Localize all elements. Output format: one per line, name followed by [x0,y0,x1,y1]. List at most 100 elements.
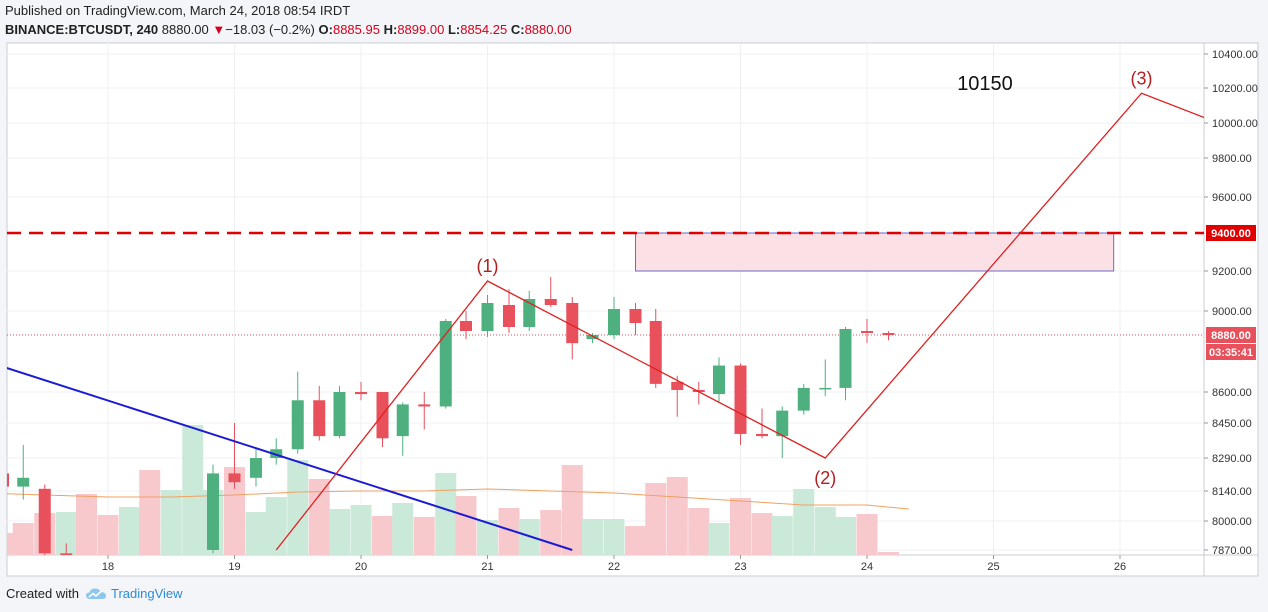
candle-body [712,365,725,395]
candle-body [291,400,304,450]
candle-body [333,392,346,437]
candle-body [608,309,620,335]
candle [566,297,579,360]
down-arrow-icon: ▼ [212,22,226,37]
volume-bar [708,523,730,555]
candle [7,473,10,487]
volume-bar [97,515,119,555]
volume-bar [730,498,751,555]
candle [586,333,599,344]
candle [861,319,873,344]
y-tick-label: 8450.00 [1212,418,1252,430]
volume-bar [392,503,414,555]
volume-ma-line [7,488,909,510]
candle [776,406,789,458]
candle [523,291,536,331]
last-price-label: 8880.00 [1211,330,1251,342]
volume-bar [350,505,372,555]
candle [756,408,769,439]
volume-bar [581,519,603,555]
candle-body [839,329,852,388]
y-tick-label: 7870.00 [1212,545,1252,557]
volume-bar [688,508,710,555]
volume-bar [224,467,245,555]
volume-bar [814,507,836,555]
candle-body [60,553,73,555]
close-label: C: [510,22,525,37]
volume-bar [287,460,309,555]
descending-trendline [7,366,573,551]
volume-bar [771,516,793,555]
candle-body [671,381,684,390]
volume-bar [435,473,457,555]
symbol-info: BINANCE:BTCUSDT, 240 8880.00 ▼−18.03 (−0… [5,22,572,37]
volume-bar [139,470,161,555]
candle [228,423,241,489]
volume-bar [603,519,625,555]
resistance-price-label: 9400.00 [1211,228,1251,240]
candle-body [7,473,10,487]
volume-bar [498,508,520,555]
y-tick-label: 10000.00 [1212,118,1258,130]
candle-body [439,321,452,407]
y-tick-label: 9000.00 [1212,306,1252,318]
candle [459,311,472,340]
low-label: L: [447,22,461,37]
x-tick-label: 24 [861,561,873,573]
tradingview-cloud-icon [85,588,106,599]
x-tick-label: 23 [734,561,746,573]
y-tick-label: 8290.00 [1212,453,1252,465]
high-label: H: [383,22,398,37]
close-value: 8880.00 [524,22,572,37]
open-value: 8885.95 [332,22,380,37]
x-tick-label: 26 [1114,561,1126,573]
candle [712,357,725,403]
volume-bar [55,512,77,555]
volume-bar [160,490,182,555]
tradingview-link[interactable]: TradingView [85,586,183,601]
volume-bar [645,483,667,555]
y-tick-label: 10200.00 [1212,83,1258,95]
candle-body [228,473,241,483]
y-tick-label: 9600.00 [1212,192,1252,204]
published-caption: Published on TradingView.com, March 24, … [5,3,351,18]
candle [313,385,326,441]
candle-body [418,404,431,407]
volume-bar [540,510,562,555]
symbol-name[interactable]: BINANCE:BTCUSDT, 240 [5,22,159,37]
target-price-text: 10150 [957,73,1013,95]
volume-bar [328,509,350,555]
candle-body [206,473,219,550]
candle [819,359,832,397]
y-tick-label: 8140.00 [1212,486,1252,498]
candle [333,385,346,439]
volume-bar [372,516,394,555]
countdown-badge [1206,344,1256,360]
candle [608,297,620,340]
y-tick-label: 8000.00 [1212,516,1252,528]
candle-body [819,387,832,390]
volume-bar [245,512,267,555]
elliott-wave-path [275,92,1204,551]
candle [544,277,557,307]
y-tick-label: 9800.00 [1212,153,1252,165]
candle-body [734,365,747,434]
candle-body [882,333,895,335]
candle [60,543,73,555]
volume-bar [625,526,647,555]
wave-label: (3) [1131,68,1153,88]
last-price-badge [1206,327,1256,343]
axis-corner [1203,554,1259,577]
resistance-price-badge [1206,225,1256,241]
candle-body [544,299,557,305]
candle-body [776,410,789,437]
volume-bar [12,523,34,555]
candle-body [629,309,642,323]
candle-body [861,331,873,333]
y-tick-label: 8600.00 [1212,387,1252,399]
candle-body [270,449,283,458]
candle-body [649,321,662,384]
candle-body [17,477,30,487]
candle [38,484,51,555]
